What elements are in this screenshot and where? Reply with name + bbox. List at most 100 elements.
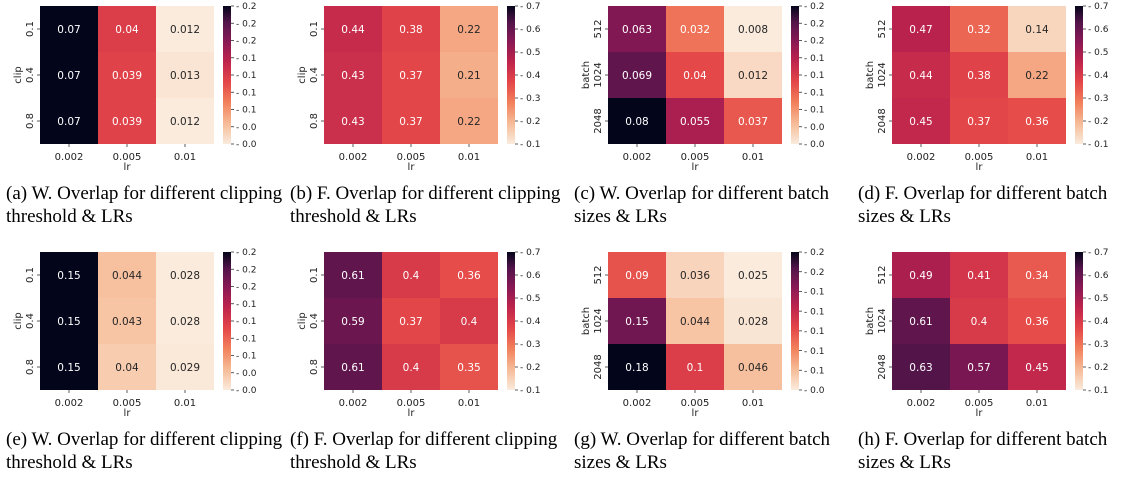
colorbar-tick-label: - 0.2 (520, 363, 540, 373)
y-tick-label: 2048 (877, 354, 888, 379)
heatmap-cell (666, 52, 724, 98)
heatmap-panel-c: 0.063 0.032 0.008 0.069 0.04 0.012 0.08 0.055 0.… (568, 0, 852, 246)
cell-value-label: 0.046 (738, 362, 768, 374)
cell-value-label: 0.41 (967, 270, 990, 282)
cell-value-label: 0.35 (457, 362, 480, 374)
colorbar (791, 6, 799, 144)
heatmap-cell (382, 344, 440, 390)
colorbar-tick-label: - 0.4 (1088, 71, 1109, 81)
heatmap-cell (724, 98, 782, 144)
x-tick-label: 0.005 (397, 398, 426, 409)
y-axis-label: clip (13, 66, 24, 83)
cell-value-label: 0.61 (909, 316, 932, 328)
cell-value-label: 0.069 (622, 70, 652, 82)
x-tick-label: 0.01 (742, 398, 764, 409)
y-axis-label: batch (865, 61, 876, 89)
colorbar-tick-label: - 0.2 (804, 248, 824, 258)
x-tick-label: 0.01 (1026, 152, 1048, 163)
heatmap-cell (156, 344, 214, 390)
heatmap-cell (892, 252, 950, 298)
colorbar-tick-label: - 0.3 (1088, 94, 1108, 104)
panel-caption: (h) F. Overlap for different batch sizes… (858, 429, 1108, 473)
cell-value-label: 0.036 (680, 270, 710, 282)
heatmap-cell (440, 344, 498, 390)
colorbar (223, 6, 231, 144)
heatmap-cell (666, 344, 724, 390)
cell-value-label: 0.57 (967, 362, 990, 374)
panel-caption: (d) F. Overlap for different batch sizes… (858, 183, 1108, 227)
cell-value-label: 0.21 (457, 70, 480, 82)
panel-caption: (a) W. Overlap for different clipping th… (6, 183, 283, 227)
cell-value-label: 0.07 (57, 24, 80, 36)
heatmap-cell (98, 6, 156, 52)
colorbar-tick-label: - 0.1 (236, 71, 256, 81)
cell-value-label: 0.4 (403, 270, 420, 282)
cell-value-label: 0.37 (399, 116, 422, 128)
heatmap-panel-b: 0.44 0.38 0.22 0.43 0.37 0.21 0.43 0.37 0.22 0.00… (284, 0, 568, 246)
cell-value-label: 0.34 (1025, 270, 1049, 282)
cell-value-label: 0.055 (680, 116, 710, 128)
heatmap-cell (724, 298, 782, 344)
colorbar-tick-label: - 0.6 (1088, 271, 1109, 281)
cell-value-label: 0.37 (967, 116, 990, 128)
cell-value-label: 0.08 (625, 116, 648, 128)
x-tick-label: 0.005 (397, 152, 426, 163)
heatmap-cell (608, 6, 666, 52)
heatmap-cell (1008, 52, 1066, 98)
y-tick-label: 512 (877, 265, 888, 284)
heatmap-cell (98, 252, 156, 298)
cell-value-label: 0.15 (57, 316, 80, 328)
colorbar-tick-label: - 0.1 (520, 140, 540, 150)
y-axis-label: batch (581, 61, 592, 89)
heatmap-svg: 0.47 0.32 0.14 0.44 0.38 0.22 0.45 0.37 0.36 0.00… (865, 2, 1109, 173)
colorbar-tick-label: - 0.2 (236, 265, 256, 275)
x-tick-label: 0.002 (339, 398, 368, 409)
cell-value-label: 0.07 (57, 70, 80, 82)
x-axis-label: lr (692, 408, 700, 419)
heatmap-cell (40, 98, 98, 144)
colorbar-tick-label: - 0.1 (520, 386, 540, 396)
colorbar (791, 252, 799, 390)
x-tick-label: 0.005 (681, 152, 710, 163)
cell-value-label: 0.037 (738, 116, 768, 128)
colorbar-tick-label: - 0.1 (804, 54, 824, 64)
heatmap-cell (892, 298, 950, 344)
y-axis-label: clip (297, 66, 308, 83)
y-axis-label: batch (581, 307, 592, 335)
heatmap-svg: 0.07 0.04 0.012 0.07 0.039 0.013 0.07 0.039 0.01… (13, 2, 257, 173)
y-tick-label: 0.8 (309, 359, 320, 375)
heatmap-cell (40, 6, 98, 52)
colorbar-tick-label: - 0.7 (520, 248, 540, 258)
heatmap-svg: 0.09 0.036 0.025 0.15 0.044 0.028 0.18 0.1 0.046… (581, 248, 825, 419)
heatmap-cell (40, 298, 98, 344)
colorbar-tick-label: - 0.4 (1088, 317, 1109, 327)
cell-value-label: 0.4 (403, 362, 420, 374)
heatmap-cell (156, 252, 214, 298)
colorbar-tick-label: - 0.1 (804, 288, 824, 298)
colorbar-tick-label: - 0.7 (520, 2, 540, 12)
heatmap-cell (324, 52, 382, 98)
cell-value-label: 0.43 (341, 70, 364, 82)
x-tick-label: 0.005 (965, 398, 994, 409)
y-axis-label: batch (865, 307, 876, 335)
heatmap-panel-e: 0.15 0.044 0.028 0.15 0.043 0.028 0.15 0.04 0.02… (0, 246, 284, 492)
heatmap-cell (1008, 298, 1066, 344)
x-tick-label: 0.002 (907, 398, 936, 409)
cell-value-label: 0.36 (1025, 316, 1049, 328)
heatmap-cell (892, 52, 950, 98)
heatmap-cell (950, 252, 1008, 298)
colorbar-tick-label: - 0.1 (236, 334, 256, 344)
y-tick-label: 1024 (593, 308, 604, 333)
cell-value-label: 0.028 (170, 270, 200, 282)
heatmap-cell (382, 98, 440, 144)
colorbar-tick-label: - 0.4 (520, 317, 541, 327)
cell-value-label: 0.61 (341, 270, 364, 282)
cell-value-label: 0.4 (461, 316, 478, 328)
x-axis-label: lr (408, 162, 416, 173)
y-tick-label: 0.4 (25, 313, 36, 329)
heatmap-svg: 0.49 0.41 0.34 0.61 0.4 0.36 0.63 0.57 0.45 0.002… (865, 248, 1109, 419)
x-tick-label: 0.005 (681, 398, 710, 409)
colorbar-tick-label: - 0.1 (804, 366, 824, 376)
heatmap-cell (892, 6, 950, 52)
heatmap-svg: 0.15 0.044 0.028 0.15 0.043 0.028 0.15 0.04 0.02… (13, 248, 257, 419)
